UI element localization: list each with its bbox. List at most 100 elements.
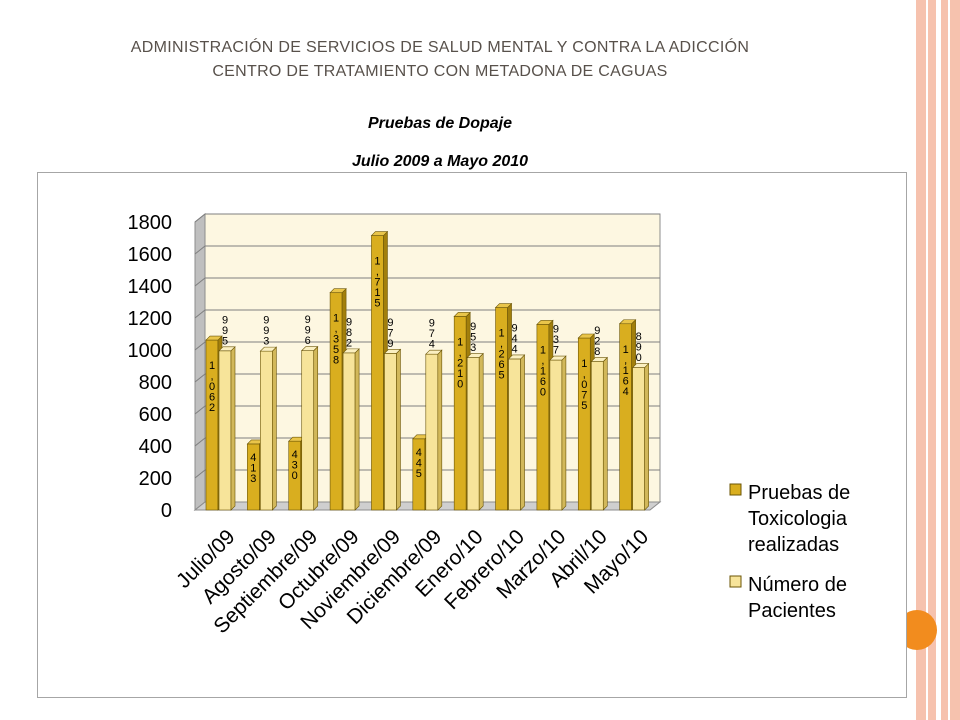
legend-swatch-series1 bbox=[729, 483, 742, 496]
data-label-series2: 9 bbox=[470, 321, 476, 333]
data-label-series1: 4 bbox=[250, 452, 256, 464]
data-label-series2: 7 bbox=[429, 328, 435, 340]
bar-series1-top bbox=[370, 231, 389, 236]
data-label-series2: 9 bbox=[553, 324, 559, 336]
gridline-side bbox=[194, 309, 206, 319]
data-label-series1: , bbox=[210, 371, 213, 383]
bar-series2-top bbox=[507, 354, 526, 360]
gridline-side bbox=[194, 437, 206, 447]
bar-series2 bbox=[632, 367, 645, 511]
bar-series1-top bbox=[205, 335, 223, 341]
data-label-series2: 8 bbox=[636, 331, 642, 343]
data-label-series1: 5 bbox=[581, 400, 587, 412]
data-label-series2: 9 bbox=[222, 314, 228, 326]
data-label-series2: 3 bbox=[470, 342, 476, 354]
y-tick-label: 1800 bbox=[128, 212, 173, 234]
chart-subtitle: Julio 2009 a Mayo 2010 bbox=[351, 153, 529, 170]
data-label-series1: 0 bbox=[540, 386, 546, 398]
bar-series2 bbox=[342, 352, 356, 511]
bar-series2-top bbox=[218, 346, 236, 352]
data-label-series1: 1 bbox=[498, 328, 504, 340]
bar-series2-top bbox=[425, 349, 443, 355]
data-label-series2: 0 bbox=[636, 352, 642, 364]
bar-series1-top bbox=[494, 303, 513, 308]
bar-series2-side bbox=[272, 346, 277, 511]
data-label-series2: 9 bbox=[305, 314, 311, 326]
bar-series2 bbox=[508, 358, 521, 511]
data-label-series1: , bbox=[624, 354, 627, 366]
data-label-series2: 5 bbox=[470, 332, 476, 344]
bar-series2-side bbox=[230, 346, 236, 511]
data-label-series2: 8 bbox=[594, 346, 600, 358]
y-tick-label: 1200 bbox=[128, 308, 173, 330]
data-label-series1: 6 bbox=[209, 392, 215, 404]
bar-series2-side bbox=[520, 354, 525, 511]
data-label-series2: 6 bbox=[305, 335, 311, 347]
data-label-series2: 9 bbox=[429, 318, 435, 330]
data-label-series1: 1 bbox=[540, 344, 546, 356]
data-label-series1: , bbox=[335, 323, 338, 335]
data-label-series1: 6 bbox=[540, 376, 546, 388]
data-label-series2: 9 bbox=[511, 322, 517, 334]
bar-series2-side bbox=[313, 345, 319, 511]
data-label-series1: 1 bbox=[333, 313, 339, 325]
y-tick-label: 400 bbox=[139, 436, 172, 458]
bar-series2-side bbox=[437, 349, 443, 511]
bar-series2 bbox=[549, 359, 563, 511]
bar-series1-top bbox=[329, 288, 347, 294]
bar-series1-top bbox=[453, 312, 471, 317]
bar-series2 bbox=[218, 350, 232, 511]
data-label-series1: 1 bbox=[623, 344, 629, 356]
bar-series2-side bbox=[644, 362, 649, 511]
data-label-series1: 0 bbox=[581, 379, 587, 391]
bar-series2-top bbox=[590, 357, 608, 362]
header-line-2: CENTRO DE TRATAMIENTO CON METADONA DE CA… bbox=[212, 63, 668, 80]
y-tick-label: 800 bbox=[139, 372, 172, 394]
data-label-series2: 9 bbox=[263, 325, 269, 337]
right-decorative-border bbox=[916, 0, 960, 720]
data-label-series2: 4 bbox=[511, 343, 517, 355]
data-label-series1: 2 bbox=[457, 357, 463, 369]
data-label-series1: 7 bbox=[581, 390, 587, 402]
bar-series1-top bbox=[577, 333, 595, 339]
bar-series2-top bbox=[383, 349, 402, 354]
legend-label-series2: Número de bbox=[748, 574, 847, 596]
data-label-series1: 8 bbox=[333, 355, 339, 367]
data-label-series1: 5 bbox=[498, 370, 504, 382]
chart-title: Pruebas de Dopaje bbox=[367, 115, 513, 132]
data-label-series2: 4 bbox=[511, 333, 517, 345]
data-label-series1: 4 bbox=[416, 457, 422, 469]
data-label-series1: 1 bbox=[581, 358, 587, 370]
bar-series2-top bbox=[549, 355, 567, 361]
gridline-side bbox=[194, 405, 206, 415]
data-label-series1: 3 bbox=[292, 460, 298, 472]
legend-label-series1: Pruebas de bbox=[748, 482, 850, 504]
data-label-series1: 5 bbox=[416, 468, 422, 480]
data-label-series1: , bbox=[376, 266, 379, 278]
bar-series1-top bbox=[618, 319, 637, 325]
data-label-series1: 5 bbox=[374, 298, 380, 310]
data-label-series1: 4 bbox=[292, 449, 298, 461]
gridline-side bbox=[194, 469, 206, 479]
data-label-series1: , bbox=[459, 347, 462, 359]
legend-label-series2: Pacientes bbox=[748, 600, 836, 622]
legend-label-series1: Toxicologia bbox=[748, 508, 848, 530]
gridline-side bbox=[194, 245, 206, 255]
data-label-series2: 3 bbox=[553, 334, 559, 346]
bar-series2-top bbox=[631, 363, 650, 368]
gridline-side bbox=[194, 373, 206, 383]
data-label-series1: 6 bbox=[498, 359, 504, 371]
data-label-series1: 4 bbox=[416, 447, 422, 459]
bar-series2 bbox=[590, 361, 604, 511]
bar-series2-top bbox=[466, 353, 484, 358]
data-label-series1: , bbox=[500, 338, 503, 350]
data-label-series2: 7 bbox=[553, 345, 559, 357]
data-label-series1: , bbox=[541, 355, 544, 367]
legend-swatch-series2 bbox=[729, 575, 742, 588]
data-label-series2: 7 bbox=[387, 327, 393, 339]
data-label-series1: 2 bbox=[209, 402, 215, 414]
data-label-series1: 1 bbox=[209, 360, 215, 372]
bar-series2 bbox=[384, 353, 397, 511]
bar-series2-top bbox=[342, 348, 360, 354]
